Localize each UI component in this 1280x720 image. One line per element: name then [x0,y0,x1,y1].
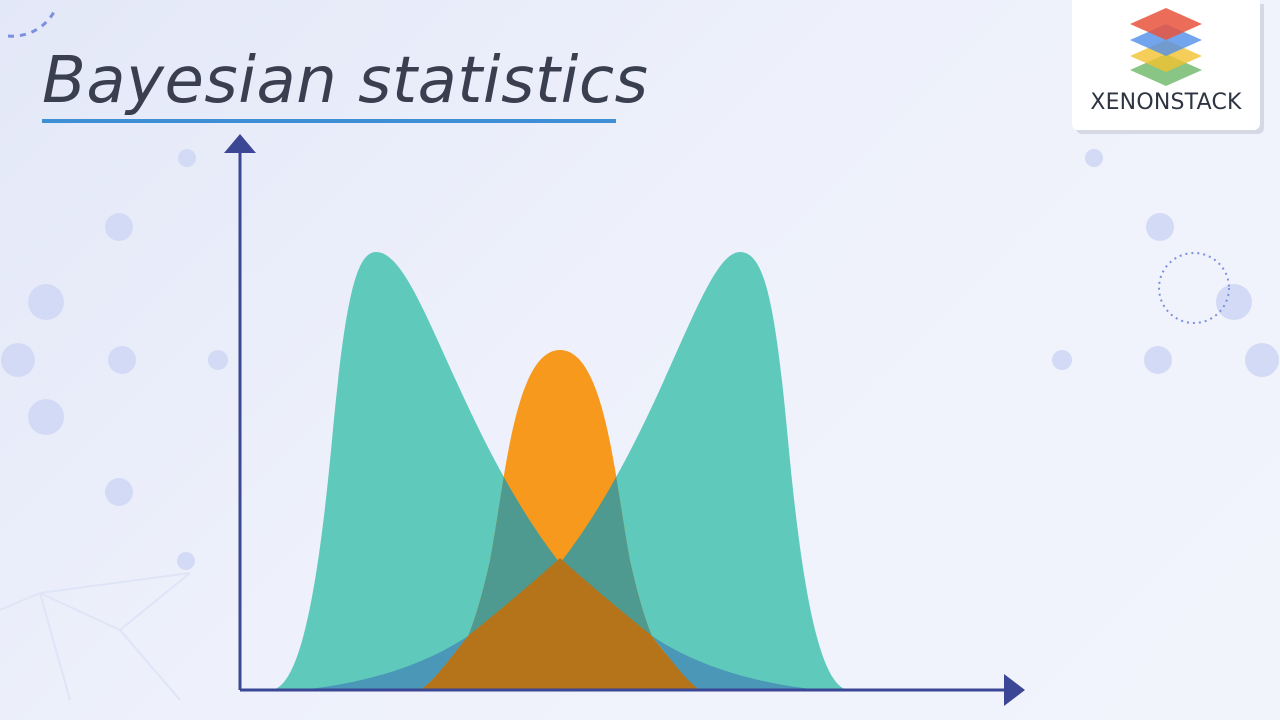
bg-dot [105,213,133,241]
bg-dot [108,346,136,374]
bg-dot [1,343,35,377]
dashed-arc [7,7,58,38]
bg-dot [208,350,228,370]
right-tail [652,636,820,690]
bg-dot [1216,284,1252,320]
right-peak-curve [270,252,850,690]
stacked-layers-icon [1130,8,1202,86]
dotted-ring [1158,252,1230,324]
bg-dot [28,284,64,320]
bg-dot [1085,149,1103,167]
bg-dot [1146,213,1174,241]
logo[interactable]: XENONSTACK [1072,0,1260,130]
page-title: Bayesian statistics [42,44,649,118]
bg-dot [105,478,133,506]
logo-text: XENONSTACK [1090,90,1242,115]
bg-dot [28,399,64,435]
bg-network-lines [0,572,191,701]
y-axis-arrow [224,134,256,153]
left-tail [300,636,468,690]
overlap-center [420,558,700,690]
x-axis-arrow [1004,674,1025,706]
bg-dot [178,149,196,167]
bg-dot [177,552,195,570]
bg-dot [1245,343,1279,377]
bg-dot [1052,350,1072,370]
bg-dot [1144,346,1172,374]
title-underline [42,119,616,123]
left-peak-curve [270,252,850,690]
